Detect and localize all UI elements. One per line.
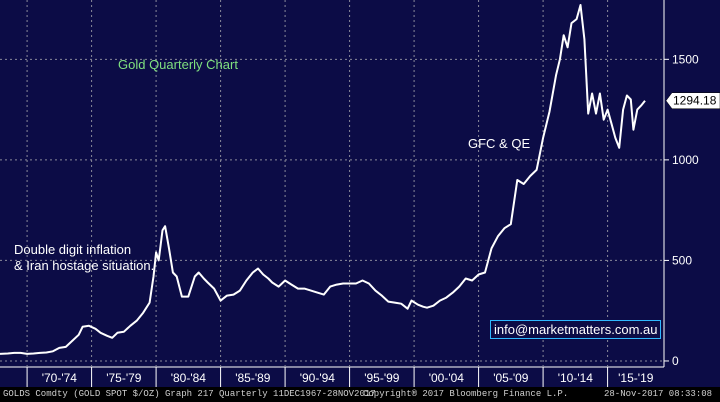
footer-security-info: GOLDS Comdty (GOLD SPOT $/OZ) Graph 217 … <box>3 389 376 399</box>
x-tick-label: '80-'84 <box>171 371 207 385</box>
footer-timestamp: 28-Nov-2017 08:33:08 <box>604 389 713 399</box>
footer-copyright: Copyright® 2017 Bloomberg Finance L.P. <box>363 389 569 399</box>
x-tick-label: '85-'89 <box>235 371 271 385</box>
email-watermark: info@marketmatters.com.au <box>490 320 662 339</box>
x-tick-label: '15-'19 <box>618 371 654 385</box>
x-tick-label: '95-'99 <box>364 371 400 385</box>
x-tick-label: '90-'94 <box>300 371 336 385</box>
last-value-box <box>665 92 720 109</box>
y-tick-label: 1500 <box>672 52 699 66</box>
chart-title: Gold Quarterly Chart <box>118 57 238 72</box>
gold-price-line <box>0 4 646 355</box>
footer-bar: GOLDS Comdty (GOLD SPOT $/OZ) Graph 217 … <box>0 387 720 402</box>
annotation-gfc: GFC & QE <box>468 136 531 151</box>
x-tick-label: '10-'14 <box>558 371 594 385</box>
annotation-inflation: Double digit inflation & Iran hostage si… <box>14 242 154 274</box>
x-tick-label: '00-'04 <box>429 371 465 385</box>
y-tick-label: 0 <box>672 354 679 368</box>
x-tick-label: '05-'09 <box>493 371 529 385</box>
last-value-label: 1294.18 <box>673 94 717 108</box>
y-tick-label: 500 <box>672 253 692 267</box>
x-tick-label: '75-'79 <box>106 371 142 385</box>
annotation-inflation-line-1: Double digit inflation <box>14 242 132 257</box>
gold-quarterly-chart: 0 500 1000 1500 '70-'74 '75-'79 '80-'84 '85-'89… <box>0 0 720 387</box>
x-tick-label: '70-'74 <box>42 371 78 385</box>
y-tick-label: 1000 <box>672 153 699 167</box>
annotation-inflation-line-2: & Iran hostage situation. <box>14 258 155 273</box>
